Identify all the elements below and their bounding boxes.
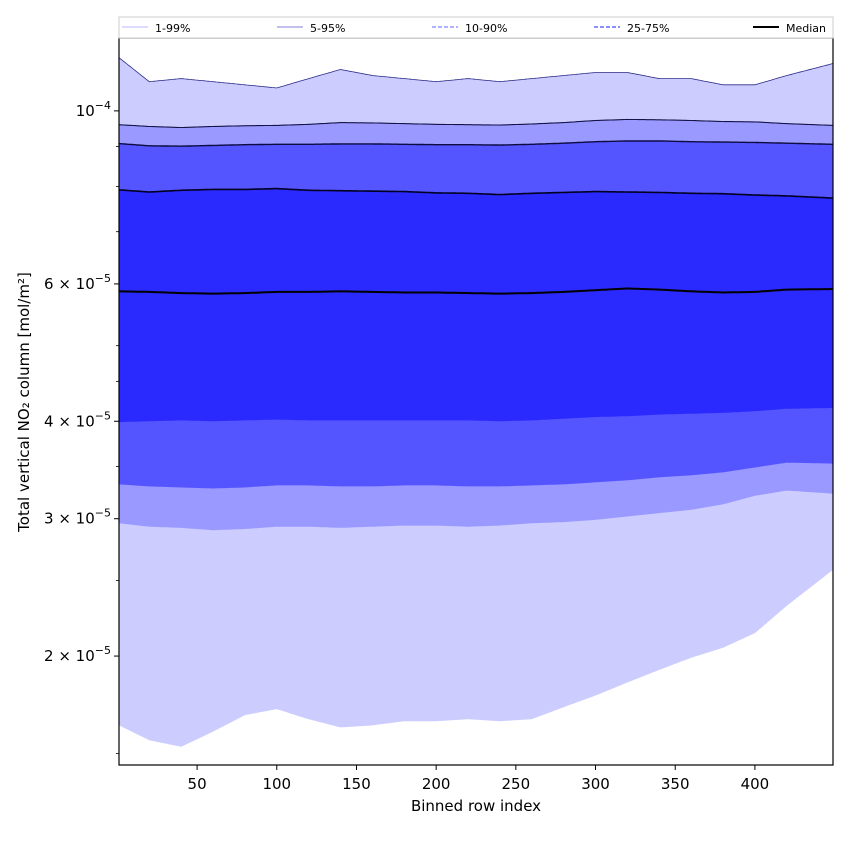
y-axis: 10−4 6 × 10−5 4 × 10−5 3 × 10−5 2 × 10−5	[44, 99, 119, 754]
line-1-99-upper	[119, 57, 833, 89]
y-tick-label: 6 × 10−5	[44, 272, 111, 293]
band-layer	[119, 57, 833, 747]
line-10-90%-upper	[119, 140, 833, 147]
x-tick-label: 350	[661, 775, 690, 793]
line-5-95%-upper	[119, 118, 833, 129]
legend-frame	[118, 16, 834, 39]
x-tick-label: 150	[342, 775, 371, 793]
legend-label: 10-90%	[465, 22, 507, 35]
legend-label: Median	[786, 22, 826, 35]
x-axis-label: Binned row index	[411, 797, 541, 815]
x-axis: 50 100 150 200 250 300 350 400	[188, 765, 770, 793]
legend-label: 5-95%	[310, 22, 345, 35]
y-tick-label: 3 × 10−5	[44, 507, 111, 528]
x-tick-label: 400	[741, 775, 770, 793]
x-tick-label: 100	[262, 775, 291, 793]
y-tick-label: 4 × 10−5	[44, 409, 111, 430]
legend: 1-99% 5-95% 10-90% 25-75% Median	[118, 16, 834, 39]
y-axis-label: Total vertical NO₂ column [mol/m²]	[15, 272, 33, 533]
line-layer	[119, 57, 833, 295]
line-25-75%-upper	[119, 187, 833, 199]
y-tick-label: 2 × 10−5	[44, 644, 111, 665]
x-tick-label: 200	[422, 775, 451, 793]
legend-label: 1-99%	[155, 22, 190, 35]
x-tick-label: 300	[581, 775, 610, 793]
median-line	[119, 287, 833, 295]
y-tick-label: 10−4	[76, 99, 111, 120]
x-tick-label: 50	[188, 775, 207, 793]
x-tick-label: 250	[502, 775, 531, 793]
legend-label: 25-75%	[627, 22, 669, 35]
band-25-75%	[119, 188, 833, 423]
